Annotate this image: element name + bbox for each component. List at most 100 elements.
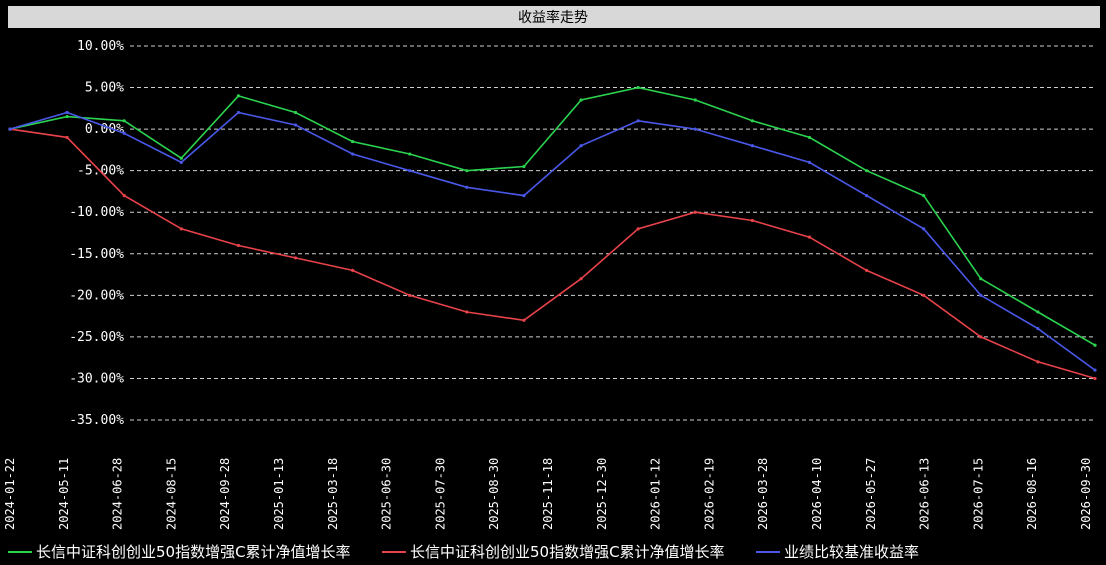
data-point — [179, 156, 183, 160]
data-point — [750, 144, 754, 148]
x-tick-label: 2026-06-13 — [918, 458, 932, 530]
legend-label: 长信中证科创创业50指数增强C累计净值增长率 — [410, 543, 725, 561]
data-point — [522, 194, 526, 198]
data-point — [179, 160, 183, 164]
x-tick-label: 2025-11-18 — [541, 458, 555, 530]
data-point — [922, 194, 926, 198]
data-point — [122, 194, 126, 198]
x-tick-label: 2025-08-30 — [487, 458, 501, 530]
data-point — [293, 110, 298, 115]
series-lines — [8, 85, 1097, 381]
data-point — [864, 268, 869, 272]
data-point — [1036, 310, 1040, 314]
data-point — [408, 169, 412, 173]
title-bar — [8, 6, 1100, 28]
y-tick-label: -35.00% — [69, 413, 124, 428]
x-tick-label: 2026-05-27 — [864, 458, 878, 530]
data-point — [579, 277, 583, 281]
data-point — [351, 139, 355, 144]
data-point — [636, 119, 640, 123]
series-line-2 — [9, 128, 1096, 380]
y-tick-label: -30.00% — [69, 371, 124, 386]
data-point — [65, 135, 69, 140]
data-point — [750, 218, 754, 223]
data-point — [122, 119, 126, 123]
data-point — [693, 127, 697, 131]
data-point — [636, 227, 640, 231]
series-line-3 — [9, 111, 1096, 371]
data-point — [693, 98, 697, 102]
y-tick-label: -25.00% — [69, 330, 124, 345]
x-tick-label: 2025-01-13 — [272, 458, 286, 530]
data-point — [65, 115, 69, 119]
x-tick-label: 2026-09-30 — [1079, 458, 1093, 530]
data-point — [1036, 360, 1040, 364]
data-point — [979, 293, 983, 297]
data-point — [236, 110, 241, 115]
data-point — [579, 144, 583, 148]
y-tick-label: 0.00% — [85, 122, 124, 137]
data-point — [922, 227, 926, 231]
x-tick-label: 2024-09-28 — [218, 458, 232, 530]
data-point — [1093, 376, 1097, 381]
series-line-1 — [9, 86, 1096, 346]
data-point — [351, 152, 355, 156]
chart-title: 收益率走势 — [518, 9, 588, 26]
data-point — [693, 210, 697, 214]
y-tick-label: -15.00% — [69, 247, 124, 262]
data-point — [465, 169, 469, 173]
data-point — [351, 268, 355, 272]
x-tick-label: 2026-08-16 — [1025, 458, 1039, 530]
data-point — [807, 135, 812, 140]
data-point — [236, 94, 241, 98]
x-tick-label: 2024-06-28 — [111, 458, 125, 530]
data-point — [807, 235, 812, 239]
data-point — [579, 98, 583, 102]
x-tick-label: 2025-03-18 — [326, 458, 340, 530]
x-tick-label: 2026-04-10 — [810, 458, 824, 530]
data-point — [293, 256, 298, 260]
x-tick-label: 2026-03-28 — [756, 458, 770, 530]
legend-label: 长信中证科创创业50指数增强C累计净值增长率 — [36, 543, 351, 561]
data-point — [1093, 368, 1097, 372]
data-point — [8, 127, 12, 131]
data-point — [636, 85, 640, 90]
legend-label: 业绩比较基准收益率 — [784, 543, 919, 561]
x-tick-label: 2024-05-11 — [57, 458, 71, 530]
x-tick-label: 2025-12-30 — [595, 458, 609, 530]
data-point — [122, 131, 126, 135]
x-tick-label: 2026-07-15 — [971, 458, 985, 530]
data-point — [179, 227, 183, 231]
y-tick-label: -20.00% — [69, 288, 124, 303]
data-point — [408, 293, 412, 297]
x-tick-label: 2026-01-12 — [649, 458, 663, 530]
data-point — [465, 310, 469, 314]
data-point — [522, 164, 526, 169]
x-tick-label: 2025-06-30 — [380, 458, 394, 530]
x-tick-label: 2026-02-19 — [702, 458, 716, 530]
data-point — [65, 110, 69, 115]
data-point — [979, 335, 983, 339]
data-point — [236, 243, 241, 248]
y-tick-label: -10.00% — [69, 205, 124, 220]
data-point — [979, 277, 983, 281]
data-point — [1036, 326, 1040, 331]
legend: 长信中证科创创业50指数增强C累计净值增长率 长信中证科创创业50指数增强C累计净… — [8, 543, 919, 561]
x-tick-label: 2024-08-15 — [164, 458, 178, 530]
y-tick-label: 5.00% — [85, 81, 124, 96]
x-tick-label: 2025-07-30 — [433, 458, 447, 530]
data-point — [807, 160, 812, 164]
data-point — [750, 119, 754, 123]
x-tick-label: 2024-01-22 — [3, 458, 17, 530]
y-axis-ticks: 10.00%5.00%0.00%-5.00%-10.00%-15.00%-20.… — [69, 39, 124, 428]
data-point — [293, 123, 298, 127]
x-axis-ticks: 2024-01-22 2024-05-11 2024-06-28 2024-08-15… — [3, 458, 1093, 530]
data-point — [1093, 343, 1097, 347]
data-point — [922, 293, 926, 297]
data-point — [864, 194, 869, 198]
data-point — [864, 169, 869, 173]
y-tick-label: 10.00% — [77, 39, 124, 54]
data-point — [408, 152, 412, 156]
